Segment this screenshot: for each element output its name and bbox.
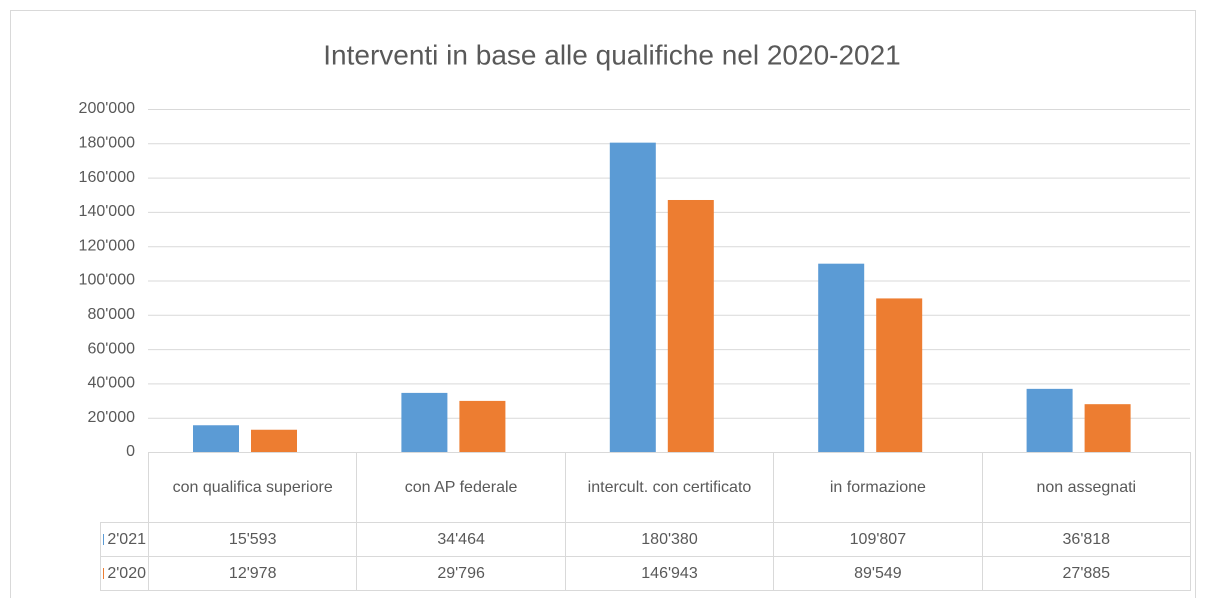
y-tick-label: 200'000	[79, 100, 136, 117]
bar	[251, 429, 297, 452]
y-tick-label: 0	[126, 443, 135, 460]
data-table-value: 15'593	[148, 522, 358, 557]
legend-key	[103, 534, 105, 545]
bar	[193, 425, 239, 452]
data-table-value: 146'943	[564, 556, 775, 591]
category-label: intercult. con certificato	[564, 452, 775, 523]
data-table-value: 29'796	[356, 556, 566, 591]
bar	[818, 263, 865, 452]
bar	[876, 298, 923, 452]
bar	[1026, 388, 1073, 452]
bar	[609, 142, 656, 452]
bar	[1084, 404, 1131, 452]
category-label: in formazione	[773, 452, 983, 523]
y-tick-label: 100'000	[79, 272, 136, 289]
data-table-value: 180'380	[564, 522, 775, 557]
data-table-value: 36'818	[981, 522, 1191, 557]
legend-entry: 2'021	[100, 522, 149, 557]
data-table-value: 109'807	[773, 522, 983, 557]
data-table-value: 34'464	[356, 522, 566, 557]
bar	[459, 400, 506, 452]
y-tick-label: 60'000	[87, 340, 135, 357]
data-table-value: 12'978	[148, 556, 358, 591]
legend-key	[103, 568, 105, 579]
chart-border	[10, 10, 1196, 598]
y-tick-label: 80'000	[87, 306, 135, 323]
bar	[401, 392, 448, 452]
legend-label: 2'020	[107, 564, 146, 582]
bar	[667, 199, 714, 452]
y-tick-label: 160'000	[79, 169, 136, 186]
y-tick-label: 40'000	[87, 375, 135, 392]
y-tick-label: 180'000	[79, 135, 136, 152]
legend-label: 2'021	[107, 530, 146, 548]
chart-title: Interventi in base alle qualifiche nel 2…	[323, 39, 901, 70]
data-table-value: 27'885	[981, 556, 1191, 591]
category-label: non assegnati	[981, 452, 1191, 523]
y-tick-label: 120'000	[79, 237, 136, 254]
data-table-value: 89'549	[773, 556, 983, 591]
y-tick-label: 20'000	[87, 409, 135, 426]
category-label: con qualifica superiore	[148, 452, 358, 523]
legend-entry: 2'020	[100, 556, 149, 591]
category-label: con AP federale	[356, 452, 566, 523]
y-tick-label: 140'000	[79, 203, 136, 220]
